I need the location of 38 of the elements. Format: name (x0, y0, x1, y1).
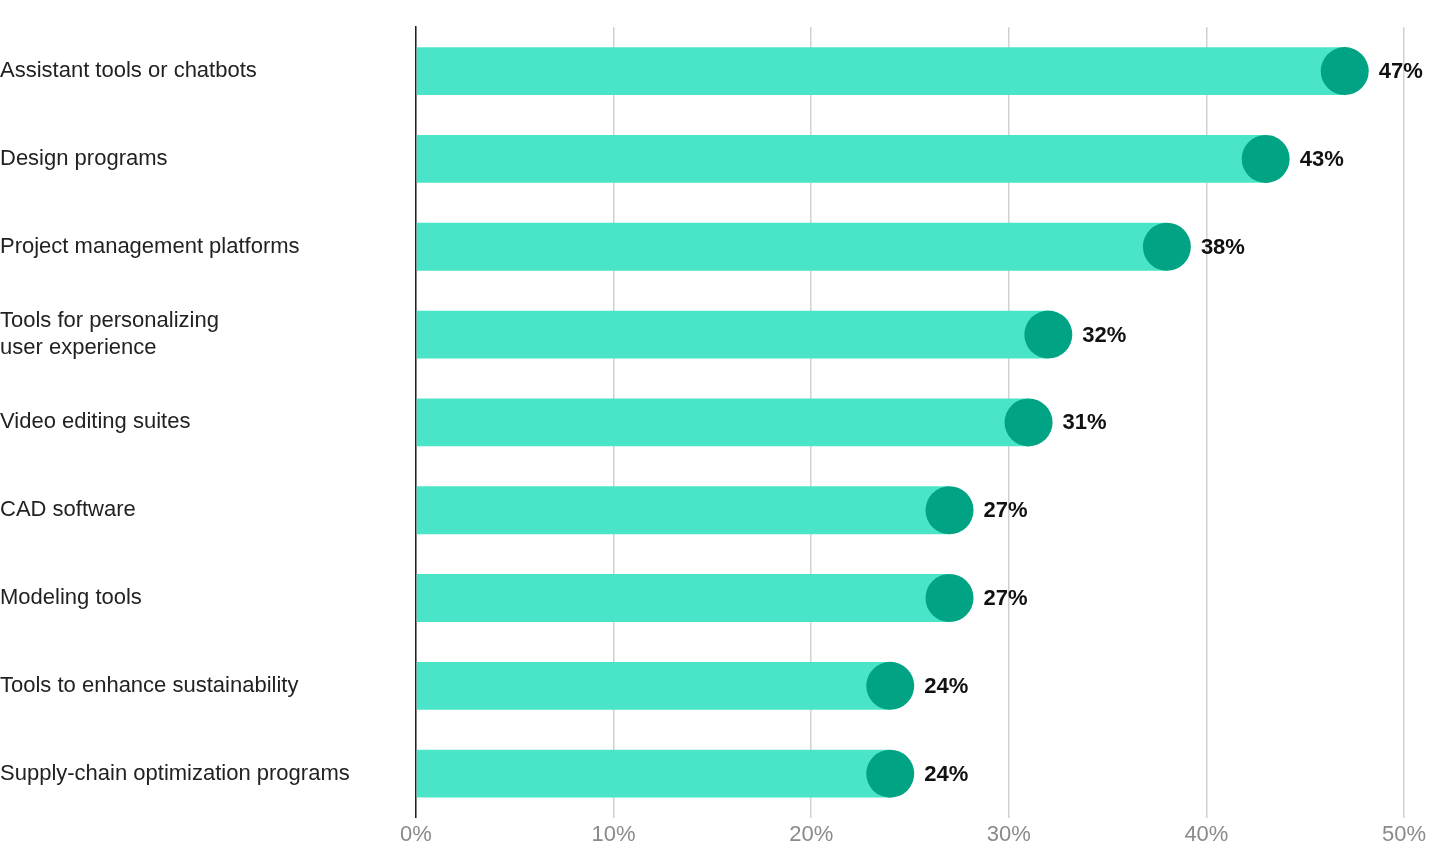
point (925, 486, 974, 535)
x-tick-label: 0% (400, 820, 432, 846)
data-label: 38% (1200, 233, 1245, 259)
point (1004, 398, 1053, 447)
point (866, 749, 915, 798)
y-tick-label: Tools to enhance sustainability (0, 671, 299, 697)
data-label: 27% (983, 585, 1028, 611)
y-tick-label: Video editing suites (0, 408, 191, 434)
point (1241, 134, 1290, 183)
data-label: 24% (924, 672, 969, 698)
y-tick-label: Tools for personalizing user experience (0, 307, 219, 359)
y-tick-label: Assistant tools or chatbots (0, 57, 257, 83)
x-tick-label: 20% (789, 820, 834, 846)
x-tick-label: 50% (1381, 820, 1427, 846)
point (925, 574, 974, 623)
y-tick-label: Project management platforms (0, 232, 300, 258)
data-label: 31% (1062, 409, 1107, 435)
x-tick-label: 30% (986, 820, 1031, 846)
point (1142, 222, 1191, 271)
bar (416, 398, 1029, 447)
y-tick-label: Supply-chain optimization programs (0, 759, 350, 785)
bar (416, 749, 891, 798)
point (866, 661, 915, 710)
point (1024, 310, 1073, 359)
bar (416, 310, 1049, 359)
x-tick-label: 40% (1184, 820, 1229, 846)
data-label: 47% (1378, 58, 1423, 84)
data-label: 32% (1082, 321, 1127, 347)
bar (416, 222, 1167, 271)
bar (416, 486, 950, 535)
x-tick-label: 10% (591, 820, 636, 846)
y-tick-label: CAD software (0, 496, 136, 522)
data-label: 43% (1299, 146, 1344, 171)
data-label: 24% (924, 760, 969, 786)
y-tick-label: Design programs (0, 145, 168, 170)
point (1320, 47, 1369, 96)
data-label: 27% (983, 497, 1028, 523)
y-tick-label: Modeling tools (0, 584, 142, 610)
